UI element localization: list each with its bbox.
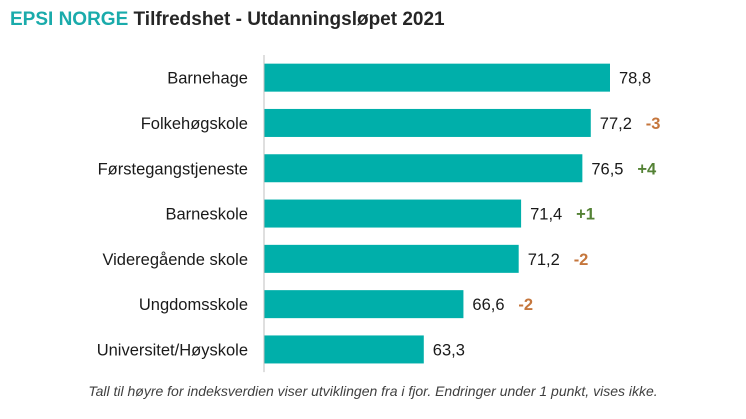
value-label: 71,4 xyxy=(530,206,562,224)
change-label: -2 xyxy=(518,296,533,314)
bar xyxy=(264,199,522,228)
bar-chart: Barnehage 78,8 Folkehøgskole 77,2 -3 Førstega… xyxy=(97,55,661,373)
bar xyxy=(264,335,424,364)
value-label: 76,5 xyxy=(591,160,623,178)
chart-title: EPSI NORGE Tilfredshet - Utdanningsløpet… xyxy=(10,9,445,31)
value-label: 63,3 xyxy=(433,341,465,359)
category-label: Barnehage xyxy=(167,70,248,88)
category-label: Ungdomsskole xyxy=(139,296,248,314)
category-label: Barneskole xyxy=(165,206,248,224)
bar xyxy=(264,290,464,319)
title-brand: EPSI NORGE xyxy=(10,9,129,30)
value-label: 66,6 xyxy=(472,296,504,314)
bar xyxy=(264,108,591,137)
value-label: 77,2 xyxy=(600,115,632,133)
category-label: Videregående skole xyxy=(102,251,248,269)
change-label: -2 xyxy=(574,251,589,269)
title-text: Tilfredshet - Utdanningsløpet 2021 xyxy=(133,9,445,30)
change-label: +4 xyxy=(637,160,657,178)
footnote: Tall til høyre for indeksverdien viser u… xyxy=(88,383,658,399)
value-label: 78,8 xyxy=(619,70,651,88)
change-label: -3 xyxy=(646,115,661,133)
category-label: Førstegangstjeneste xyxy=(98,160,248,178)
bar xyxy=(264,154,583,183)
value-label: 71,2 xyxy=(528,251,560,269)
category-label: Universitet/Høyskole xyxy=(97,341,248,359)
category-label: Folkehøgskole xyxy=(141,115,248,133)
bar xyxy=(264,244,519,273)
bar xyxy=(264,63,610,92)
change-label: +1 xyxy=(576,206,595,224)
